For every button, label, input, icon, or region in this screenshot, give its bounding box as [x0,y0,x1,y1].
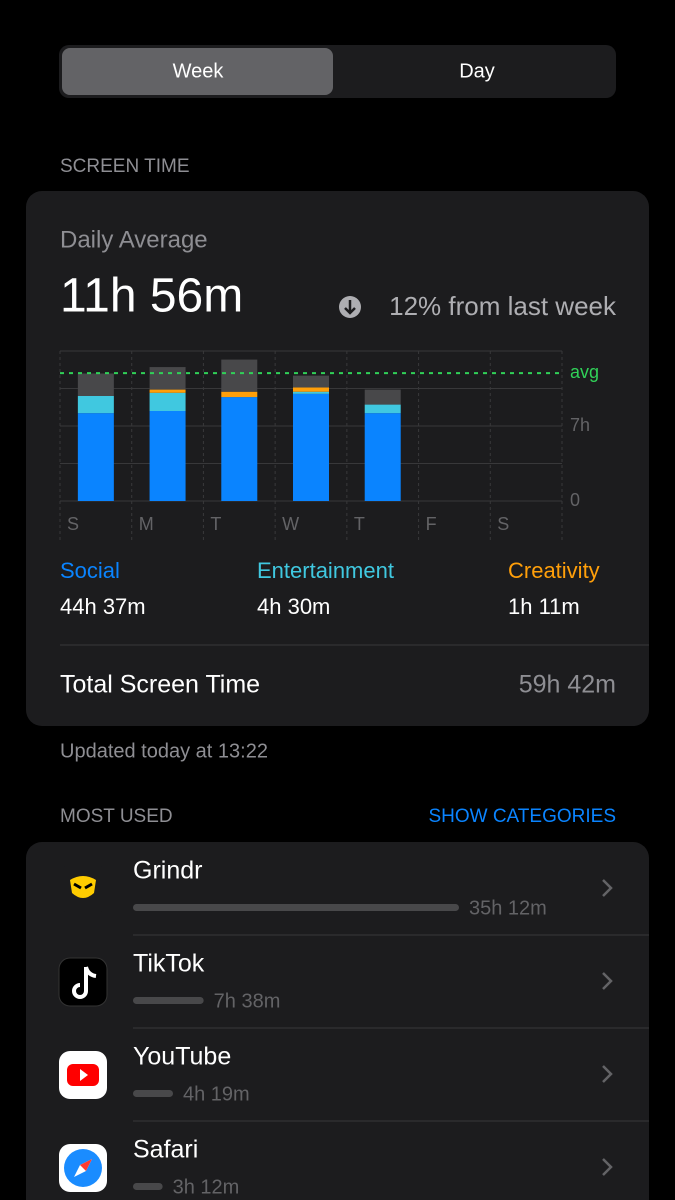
y-tick-label: 0 [570,490,580,510]
bar-segment [77,413,114,501]
show-categories-button[interactable]: SHOW CATEGORIES [428,806,616,827]
grindr-icon [59,865,107,913]
youtube-icon [59,1051,107,1099]
average-label: avg [570,362,599,382]
app-name: Safari [133,1136,198,1164]
bar-segment [364,404,401,414]
segment-week[interactable]: Week [173,60,225,82]
legend-name: Entertainment [257,558,394,583]
app-name: Grindr [133,857,202,885]
screen-time-card [26,191,649,726]
chevron [602,879,613,897]
section-header: MOST USED [60,806,173,827]
x-tick-label: F [426,514,437,534]
x-tick-label: M [139,514,154,534]
usage-bar [133,1090,174,1097]
segment-selected[interactable] [62,48,333,95]
bar-segment [293,391,329,394]
app-row[interactable] [26,1028,649,1121]
section-header: SCREEN TIME [60,156,190,177]
safari-icon [59,1144,107,1192]
usage-bar [133,997,204,1004]
legend-total: 4h 30m [257,594,330,619]
bar-segment [149,392,186,411]
x-tick-label: T [210,514,221,534]
x-tick-label: S [497,514,509,534]
segment-day[interactable]: Day [459,60,495,82]
usage-label: 7h 38m [214,990,281,1012]
chevron [602,1065,613,1083]
change-text: 12% from last week [389,291,617,321]
bar-segment [221,359,258,392]
legend-name: Social [60,558,120,583]
bar-segment [293,387,329,392]
bar-segment [149,389,186,393]
app-row[interactable] [26,935,649,1028]
bar-segment [293,375,329,388]
app-list: Grindr 35h 12m TikTok 7h 38m YouTube 4h 19m Sa… [26,842,649,1200]
bar-segment [77,373,114,396]
usage-bar [133,904,459,911]
tiktok-icon [58,957,108,1007]
usage-label: 35h 12m [469,897,547,919]
y-tick-label: 7h [570,415,590,435]
bar-segment [364,389,401,405]
app-name: TikTok [133,950,205,978]
daily-average-label: Daily Average [60,226,208,253]
bar-segment [221,391,258,398]
bar-segment [221,397,258,501]
usage-label: 4h 19m [183,1083,250,1105]
daily-average-value: 11h 56m [60,270,243,323]
bar-segment [149,411,186,501]
x-tick-label: W [282,514,299,534]
bar-segment [149,367,186,390]
app-row[interactable] [26,1121,649,1200]
bar-segment [77,396,114,414]
usage-label: 3h 12m [173,1176,240,1198]
apps-card [26,842,649,1200]
total-value: 59h 42m [519,671,616,699]
legend-name: Creativity [508,558,600,583]
down-arrow-glyph [344,300,356,315]
app-name: YouTube [133,1043,231,1071]
chevron [602,972,613,990]
x-tick-label: S [67,514,79,534]
x-tick-label: T [354,514,365,534]
total-label: Total Screen Time [60,671,260,699]
updated-text: Updated today at 13:22 [60,740,268,762]
bar-segment [364,413,401,501]
legend: Social 44h 37m Entertainment 4h 30m Creativi… [60,558,600,619]
legend-total: 44h 37m [60,594,146,619]
usage-bar [133,1183,163,1190]
legend-total: 1h 11m [508,594,580,619]
chevron [602,1158,613,1176]
bar-segment [293,393,329,501]
app-row[interactable] [26,842,649,935]
